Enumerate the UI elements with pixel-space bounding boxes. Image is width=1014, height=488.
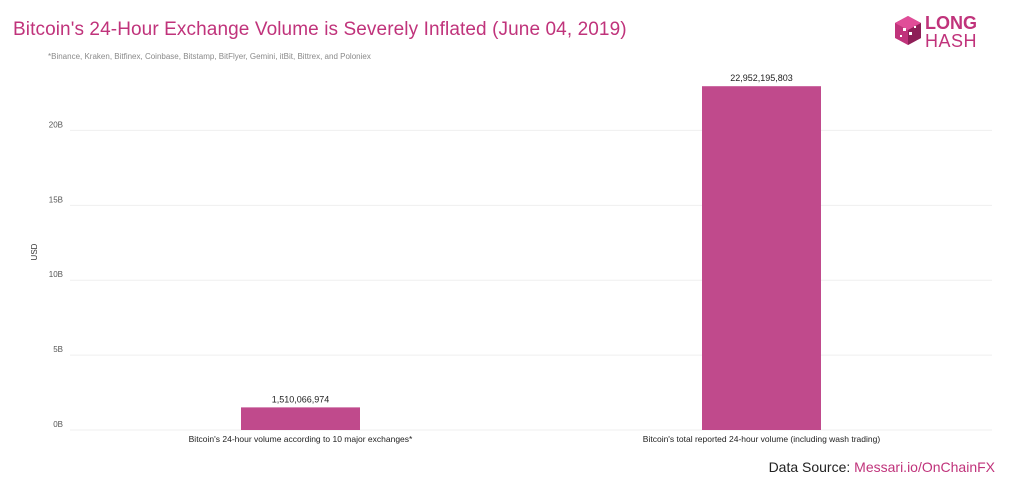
x-axis-labels: Bitcoin's 24-hour volume according to 10… <box>189 434 881 444</box>
grid-lines <box>70 129 992 431</box>
chart-subtitle: *Binance, Kraken, Bitfinex, Coinbase, Bi… <box>48 52 371 61</box>
y-tick-label: 0B <box>53 420 63 429</box>
y-tick-label: 15B <box>49 195 63 204</box>
logo-line1: LONG <box>925 13 977 33</box>
y-axis-ticks: 0B 5B 10B 15B 20B <box>49 120 63 429</box>
chart-title: Bitcoin's 24-Hour Exchange Volume is Sev… <box>13 19 627 40</box>
y-tick-label: 5B <box>53 345 63 354</box>
logo-line2: HASH <box>925 31 978 51</box>
bar-value-label: 1,510,066,974 <box>272 394 330 404</box>
source-label: Data Source: <box>768 459 851 475</box>
x-category-label: Bitcoin's 24-hour volume according to 10… <box>189 434 413 444</box>
y-axis-label: USD <box>30 243 39 260</box>
logo-wordmark: LONG HASH <box>925 14 977 50</box>
bar[interactable] <box>241 407 360 430</box>
y-tick-label: 20B <box>49 120 63 129</box>
x-category-label: Bitcoin's total reported 24-hour volume … <box>643 434 881 444</box>
source-link[interactable]: Messari.io/OnChainFX <box>854 459 995 475</box>
y-tick-label: 10B <box>49 270 63 279</box>
bar[interactable] <box>702 86 821 430</box>
cube-logo-icon <box>895 16 921 45</box>
longhash-logo[interactable]: LONG HASH <box>893 14 993 54</box>
bar-value-label: 22,952,195,803 <box>730 73 793 83</box>
data-source: Data Source: Messari.io/OnChainFX <box>769 459 995 475</box>
bars: 1,510,066,974 22,952,195,803 <box>241 73 821 430</box>
